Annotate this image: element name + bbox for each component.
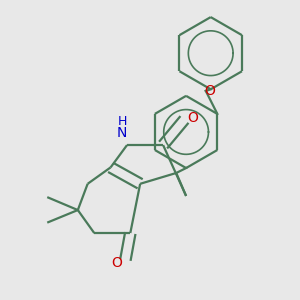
Text: N: N (117, 126, 127, 140)
Text: O: O (112, 256, 123, 270)
Text: H: H (117, 115, 127, 128)
Text: O: O (187, 111, 198, 125)
Text: O: O (204, 84, 215, 98)
